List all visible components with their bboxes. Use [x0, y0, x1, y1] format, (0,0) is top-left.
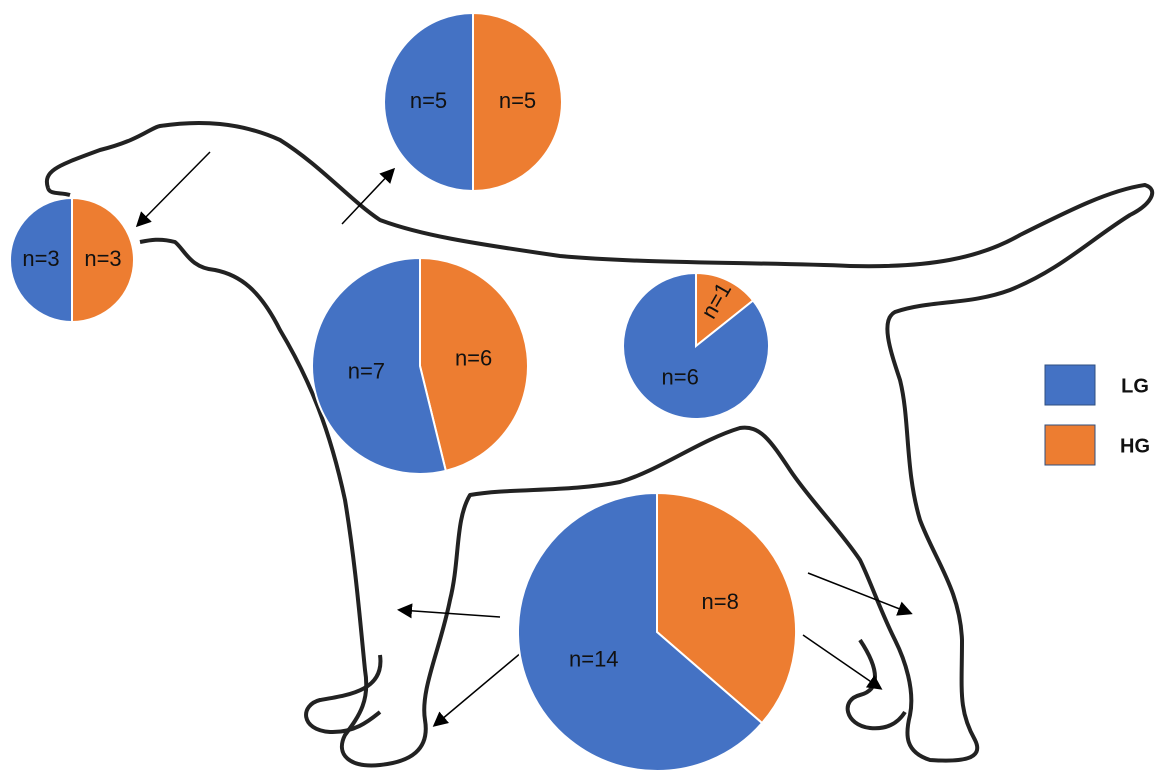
page: {"legend": [{"name": "LG", "color": "#44…	[0, 0, 1160, 772]
pie-label: n=6	[661, 365, 698, 390]
arrow	[808, 573, 910, 613]
legend-swatch	[1045, 425, 1095, 465]
arrow	[435, 652, 522, 725]
pie-label: n=14	[569, 647, 619, 672]
pie-label: n=8	[702, 589, 739, 614]
arrow	[803, 635, 880, 688]
figure: n=3n=3n=5n=5n=6n=7n=1n=6n=8n=14LGHG	[0, 0, 1160, 772]
legend-swatch	[1045, 365, 1095, 405]
pie-label: n=3	[22, 246, 59, 271]
pie-label: n=3	[84, 246, 121, 271]
pie-label: n=6	[455, 345, 492, 370]
pie-label: n=5	[410, 88, 447, 113]
legend-label: LG	[1121, 375, 1149, 397]
legend-label: HG	[1120, 435, 1150, 457]
pie-label: n=5	[499, 88, 536, 113]
arrow	[138, 152, 210, 225]
arrow	[400, 610, 500, 617]
pie-label: n=7	[348, 358, 385, 383]
